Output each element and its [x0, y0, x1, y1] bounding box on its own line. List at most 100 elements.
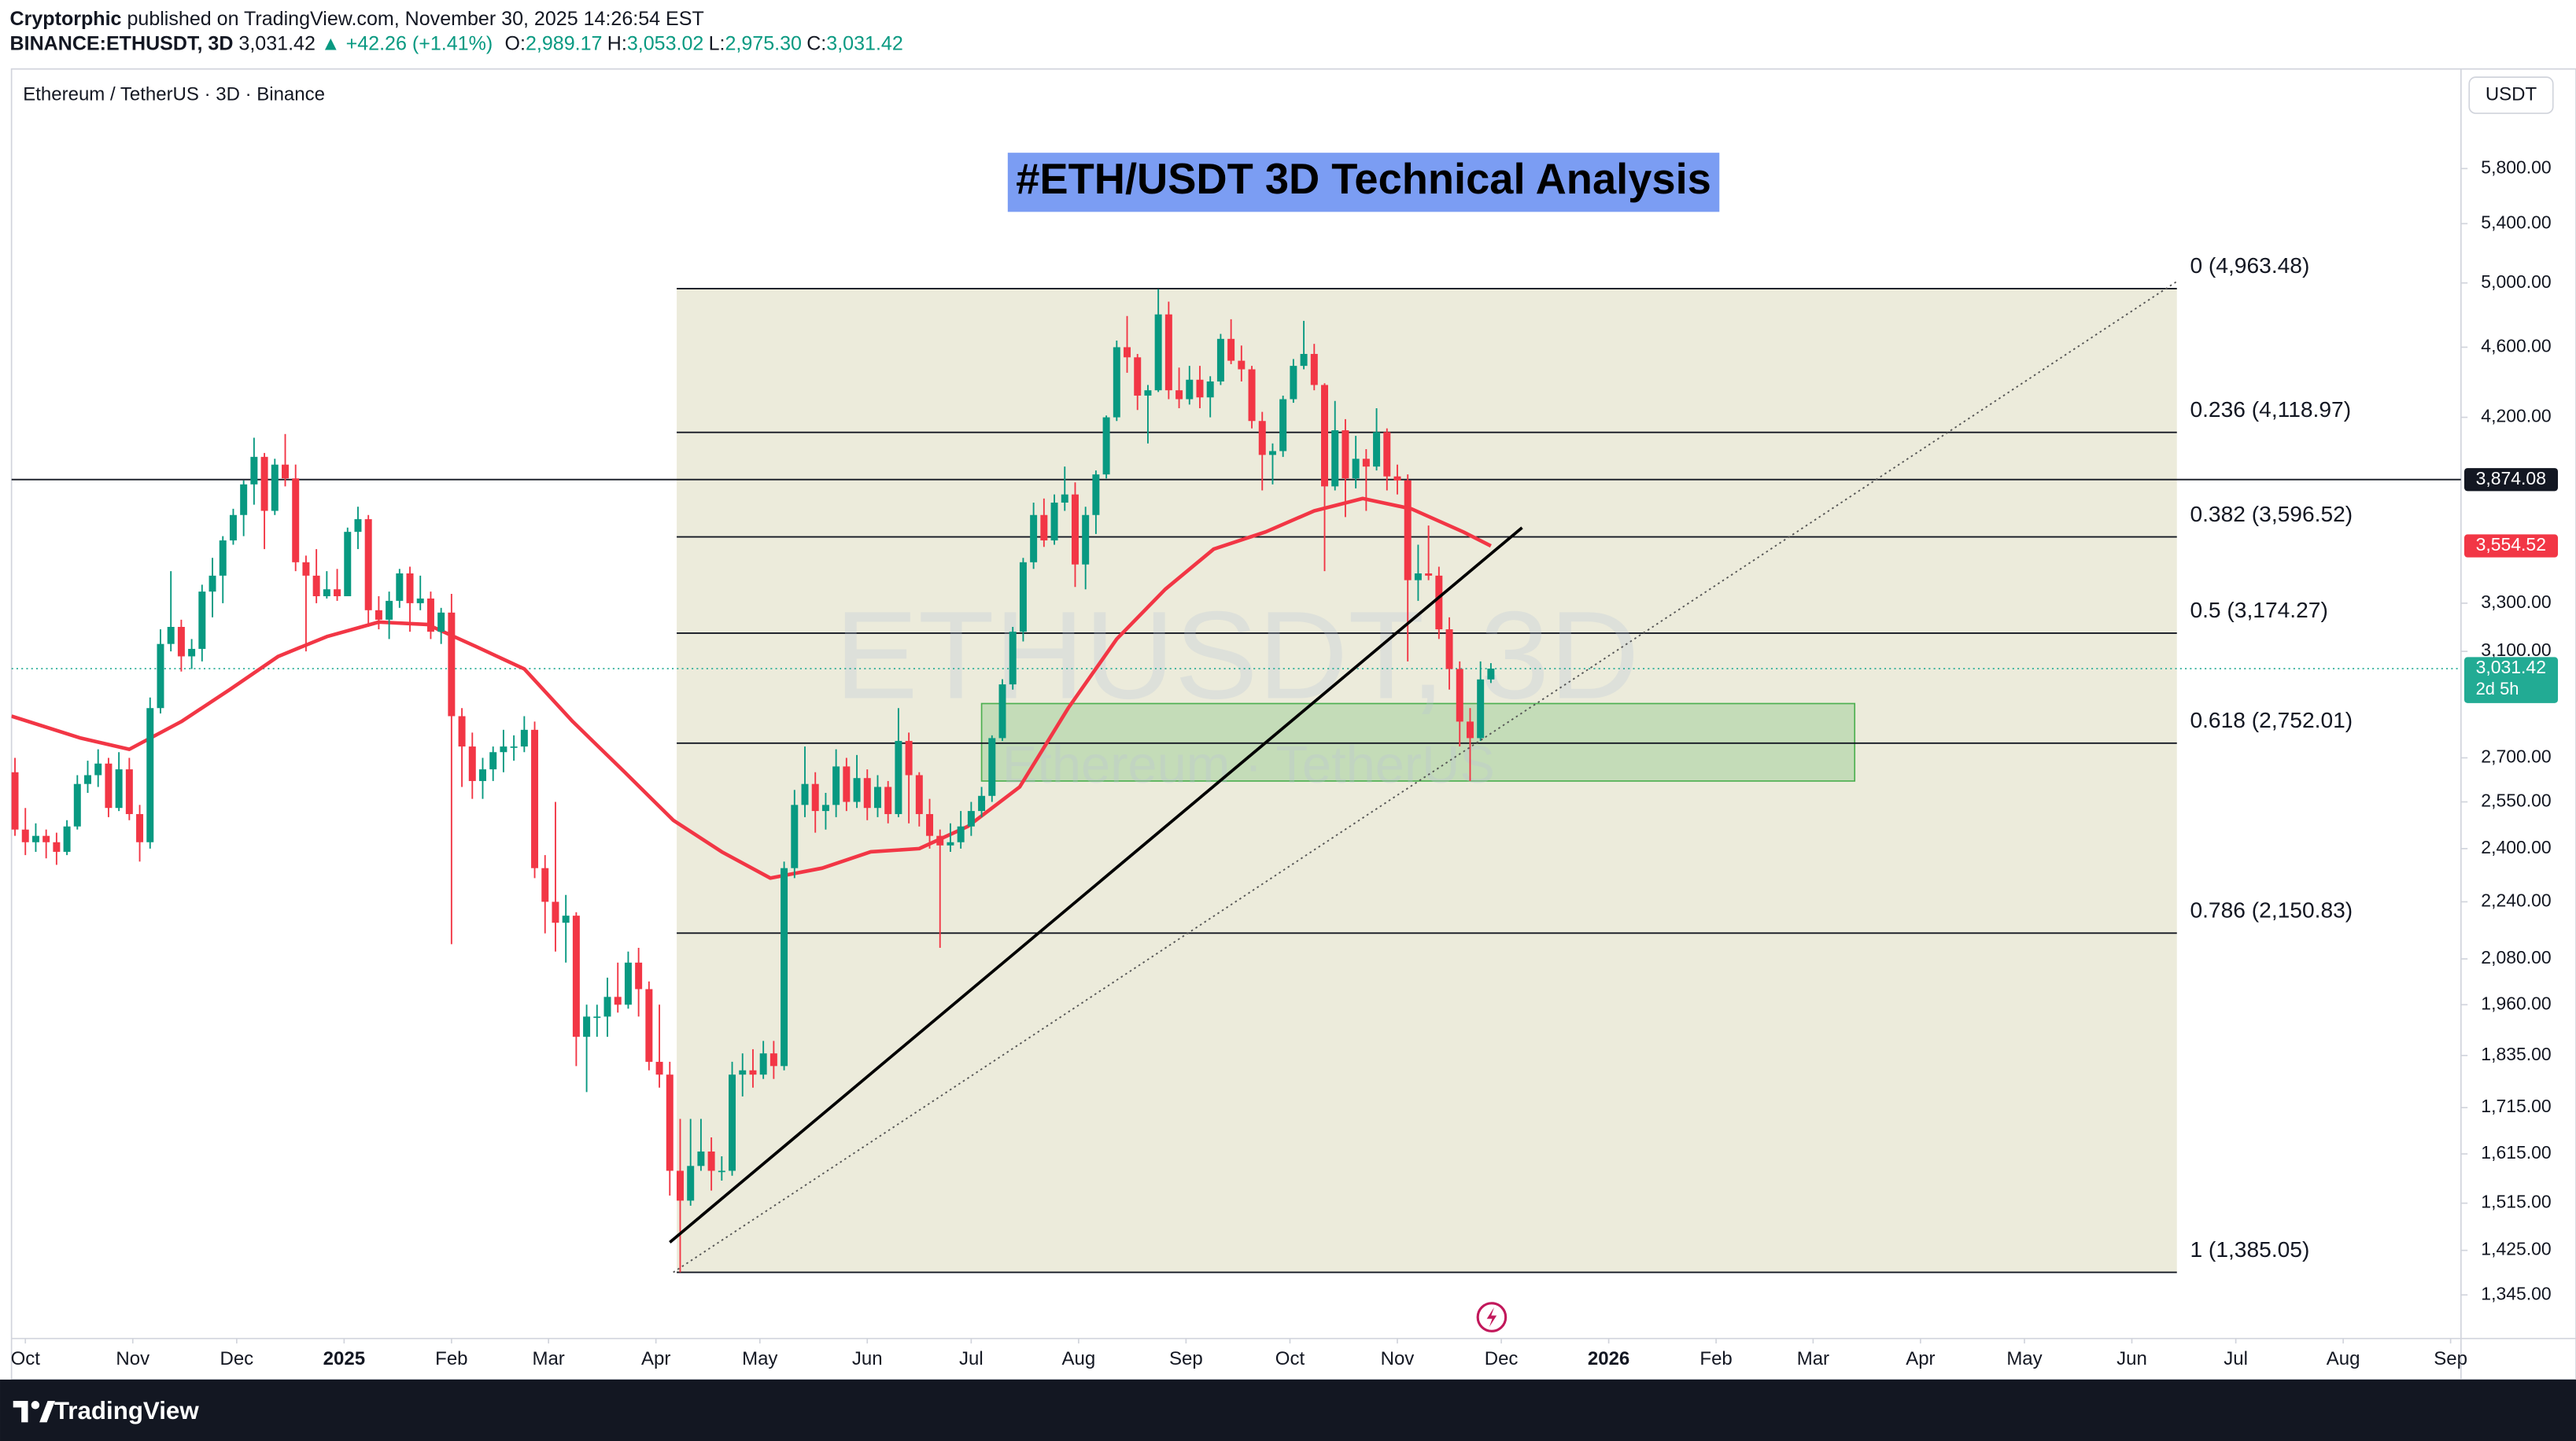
x-tick-label: Aug [2327, 1348, 2360, 1369]
candle-body [115, 769, 123, 809]
y-tick-label: 1,515.00 [2481, 1192, 2551, 1212]
candle-body [437, 612, 445, 632]
candle-body [500, 746, 507, 753]
candle-body [458, 716, 466, 747]
y-tick-label: 5,800.00 [2481, 157, 2551, 177]
candle-body [1206, 381, 1214, 398]
y-tick-label: 2,240.00 [2481, 890, 2551, 911]
candle-body [344, 532, 352, 596]
watermark-symbol: ETHUSDT, 3D [835, 585, 1640, 725]
currency-label[interactable]: USDT [2486, 83, 2537, 105]
fib-level-label: 0.5 (3,174.27) [2190, 597, 2327, 622]
plot-area: ETHUSDT, 3D Ethereum · TetherUS [11, 280, 2461, 1273]
candle-body [905, 740, 913, 776]
logo-dot[interactable] [31, 1401, 40, 1410]
x-tick-label: Oct [1275, 1348, 1305, 1369]
ohlc-key: L: [709, 32, 725, 54]
candle-body [323, 589, 330, 596]
x-tick-label: Feb [435, 1348, 467, 1369]
candle-body [1425, 573, 1433, 576]
candle-body [1164, 314, 1172, 391]
candle-body [1144, 390, 1152, 396]
candle-body [354, 519, 362, 533]
candle-body [1248, 369, 1256, 422]
x-tick-label: Nov [116, 1348, 149, 1369]
candle-body [209, 575, 216, 592]
alert-icon[interactable] [1476, 1302, 1508, 1332]
ohlc-value: 2,989.17 [526, 32, 603, 54]
candle-body [1092, 474, 1100, 515]
candle-body [863, 778, 871, 809]
last-price: 3,031.42 [238, 32, 316, 54]
candle-body [843, 766, 851, 802]
candle-body [1030, 514, 1038, 562]
candle-body [988, 738, 996, 796]
candle-body [655, 1061, 663, 1075]
candle-body [1352, 459, 1360, 479]
y-tick-label: 3,300.00 [2481, 592, 2551, 612]
candle-body [271, 464, 279, 511]
candle-body [1186, 379, 1194, 400]
candle-body [791, 805, 799, 868]
price-tag [2463, 657, 2559, 703]
y-tick-label: 4,600.00 [2481, 335, 2551, 356]
published-note: published on TradingView.com, November 3… [127, 8, 703, 30]
candle-body [136, 813, 144, 842]
x-tick-label: Mar [532, 1348, 564, 1369]
price-tag [2463, 468, 2559, 492]
candle-body [1082, 514, 1090, 565]
ohlc-value: 3,031.42 [826, 32, 903, 54]
candle-body [1102, 417, 1110, 475]
candle-body [957, 826, 965, 842]
x-tick-label: 2026 [1588, 1348, 1629, 1369]
candle-body [749, 1070, 757, 1075]
footer-bar [0, 1379, 2576, 1441]
candle-body [94, 763, 102, 776]
candle-body [364, 519, 372, 610]
x-tick-label: Sep [2434, 1348, 2467, 1369]
candle-body [73, 783, 81, 827]
price-tag-label: 3,554.52 [2476, 534, 2546, 555]
tradingview-logo[interactable]: TradingView [13, 1397, 200, 1424]
candle-body [1268, 451, 1276, 455]
y-tick-label: 1,345.00 [2481, 1283, 2551, 1303]
price-tag-label: 3,874.08 [2476, 468, 2546, 488]
x-tick-label: Oct [11, 1348, 41, 1369]
candle-body [1310, 353, 1318, 385]
price-tag-countdown: 2d 5h [2476, 679, 2519, 698]
x-tick-label: Jul [2224, 1348, 2248, 1369]
candle-body [1445, 629, 1453, 669]
candle-body [1383, 432, 1391, 477]
title-background [1007, 153, 1720, 212]
x-tick-label: 2025 [323, 1348, 365, 1369]
candle-body [645, 989, 653, 1062]
candle-body [947, 842, 954, 846]
candle-body [624, 962, 632, 1005]
candle-body [302, 562, 310, 576]
candle-body [240, 484, 248, 515]
symbol: BINANCE:ETHUSDT, 3D [10, 32, 234, 54]
candle-body [1373, 432, 1381, 467]
candle-body [552, 901, 559, 923]
candle-body [593, 1016, 601, 1019]
candle-body [801, 783, 809, 805]
alert-bolt[interactable] [1486, 1307, 1497, 1328]
candle-body [967, 811, 975, 827]
candle-body [572, 916, 580, 1037]
x-tick-label: Apr [641, 1348, 670, 1369]
fib-level-label: 0.618 (2,752.01) [2190, 707, 2353, 732]
y-tick-label: 1,425.00 [2481, 1239, 2551, 1259]
ohlc-key: C: [806, 32, 826, 54]
y-tick-label: 2,700.00 [2481, 746, 2551, 767]
currency-button[interactable] [2468, 76, 2554, 114]
logo-mark[interactable] [13, 1401, 55, 1423]
candle-body [1300, 353, 1308, 367]
candle-body [177, 627, 185, 657]
candle-body [769, 1053, 777, 1067]
candle-body [1342, 430, 1349, 479]
candle-body [666, 1074, 674, 1171]
logo-text[interactable]: TradingView [54, 1397, 199, 1424]
price-change: ▲ +42.26 (+1.41%) [321, 32, 493, 54]
